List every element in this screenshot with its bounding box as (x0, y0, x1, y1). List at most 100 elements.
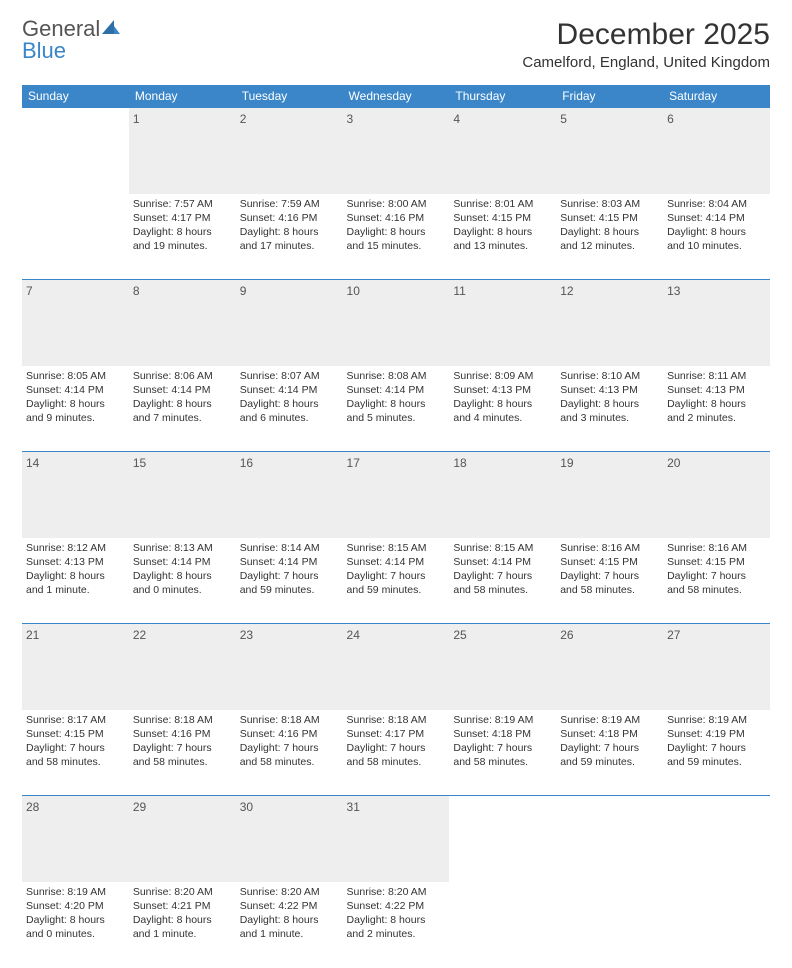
day-header: Friday (556, 85, 663, 108)
day-number: 25 (453, 628, 466, 642)
daynum-cell: 23 (236, 624, 343, 710)
daynum-cell: 9 (236, 280, 343, 366)
day-header: Saturday (663, 85, 770, 108)
sunrise-line: Sunrise: 8:05 AM (26, 369, 125, 383)
day-details (667, 884, 766, 885)
sunset-line: Sunset: 4:16 PM (240, 211, 339, 225)
day-cell (556, 882, 663, 968)
day-details: Sunrise: 8:00 AMSunset: 4:16 PMDaylight:… (347, 196, 446, 254)
sunrise-line: Sunrise: 8:01 AM (453, 197, 552, 211)
daynum-cell: . (449, 796, 556, 882)
daylight-line: Daylight: 7 hours and 59 minutes. (667, 741, 766, 769)
day-header: Thursday (449, 85, 556, 108)
daylight-line: Daylight: 8 hours and 1 minute. (26, 569, 125, 597)
daynum-cell: 4 (449, 108, 556, 194)
daynum-row: 14151617181920 (22, 452, 770, 538)
daynum-cell: 5 (556, 108, 663, 194)
daylight-line: Daylight: 8 hours and 12 minutes. (560, 225, 659, 253)
day-details: Sunrise: 8:13 AMSunset: 4:14 PMDaylight:… (133, 540, 232, 598)
day-details: Sunrise: 8:20 AMSunset: 4:21 PMDaylight:… (133, 884, 232, 942)
day-details (453, 884, 552, 885)
daynum-cell: 26 (556, 624, 663, 710)
day-cell: Sunrise: 8:08 AMSunset: 4:14 PMDaylight:… (343, 366, 450, 452)
day-details: Sunrise: 8:15 AMSunset: 4:14 PMDaylight:… (453, 540, 552, 598)
sunset-line: Sunset: 4:22 PM (347, 899, 446, 913)
day-details: Sunrise: 8:15 AMSunset: 4:14 PMDaylight:… (347, 540, 446, 598)
day-details: Sunrise: 7:57 AMSunset: 4:17 PMDaylight:… (133, 196, 232, 254)
sunrise-line: Sunrise: 8:00 AM (347, 197, 446, 211)
day-header: Wednesday (343, 85, 450, 108)
day-number: 8 (133, 284, 140, 298)
sunset-line: Sunset: 4:15 PM (560, 555, 659, 569)
sunset-line: Sunset: 4:14 PM (347, 383, 446, 397)
sunrise-line: Sunrise: 8:19 AM (560, 713, 659, 727)
week-row: Sunrise: 8:12 AMSunset: 4:13 PMDaylight:… (22, 538, 770, 624)
day-number: 15 (133, 456, 146, 470)
day-number: 3 (347, 112, 354, 126)
daynum-row: 21222324252627 (22, 624, 770, 710)
week-row: Sunrise: 8:19 AMSunset: 4:20 PMDaylight:… (22, 882, 770, 968)
sunrise-line: Sunrise: 8:07 AM (240, 369, 339, 383)
daynum-cell: 17 (343, 452, 450, 538)
day-details: Sunrise: 8:16 AMSunset: 4:15 PMDaylight:… (560, 540, 659, 598)
day-cell (663, 882, 770, 968)
daylight-line: Daylight: 8 hours and 1 minute. (133, 913, 232, 941)
day-details: Sunrise: 8:14 AMSunset: 4:14 PMDaylight:… (240, 540, 339, 598)
day-cell: Sunrise: 8:11 AMSunset: 4:13 PMDaylight:… (663, 366, 770, 452)
day-number: 18 (453, 456, 466, 470)
sunset-line: Sunset: 4:20 PM (26, 899, 125, 913)
day-cell: Sunrise: 8:18 AMSunset: 4:16 PMDaylight:… (236, 710, 343, 796)
day-number: 30 (240, 800, 253, 814)
day-details: Sunrise: 8:05 AMSunset: 4:14 PMDaylight:… (26, 368, 125, 426)
day-number: 20 (667, 456, 680, 470)
daynum-cell: 6 (663, 108, 770, 194)
day-cell: Sunrise: 8:06 AMSunset: 4:14 PMDaylight:… (129, 366, 236, 452)
daynum-cell: 28 (22, 796, 129, 882)
day-cell: Sunrise: 8:18 AMSunset: 4:17 PMDaylight:… (343, 710, 450, 796)
day-details: Sunrise: 8:10 AMSunset: 4:13 PMDaylight:… (560, 368, 659, 426)
sunset-line: Sunset: 4:14 PM (133, 555, 232, 569)
day-number: 12 (560, 284, 573, 298)
daylight-line: Daylight: 7 hours and 58 minutes. (133, 741, 232, 769)
sunset-line: Sunset: 4:15 PM (26, 727, 125, 741)
sunset-line: Sunset: 4:15 PM (560, 211, 659, 225)
daynum-cell: 11 (449, 280, 556, 366)
day-details: Sunrise: 8:12 AMSunset: 4:13 PMDaylight:… (26, 540, 125, 598)
location: Camelford, England, United Kingdom (522, 54, 770, 71)
day-number: 5 (560, 112, 567, 126)
day-number: 11 (453, 284, 465, 298)
day-details: Sunrise: 8:16 AMSunset: 4:15 PMDaylight:… (667, 540, 766, 598)
day-number: 19 (560, 456, 573, 470)
title-block: December 2025 Camelford, England, United… (522, 18, 770, 75)
sunrise-line: Sunrise: 8:16 AM (560, 541, 659, 555)
daynum-cell: 12 (556, 280, 663, 366)
day-number: 9 (240, 284, 247, 298)
daylight-line: Daylight: 8 hours and 13 minutes. (453, 225, 552, 253)
sunrise-line: Sunrise: 8:19 AM (667, 713, 766, 727)
daynum-cell: 10 (343, 280, 450, 366)
day-details: Sunrise: 8:01 AMSunset: 4:15 PMDaylight:… (453, 196, 552, 254)
day-number: 22 (133, 628, 146, 642)
day-cell: Sunrise: 8:19 AMSunset: 4:18 PMDaylight:… (556, 710, 663, 796)
daynum-cell: . (663, 796, 770, 882)
day-cell: Sunrise: 8:16 AMSunset: 4:15 PMDaylight:… (556, 538, 663, 624)
daynum-cell: 18 (449, 452, 556, 538)
sunset-line: Sunset: 4:14 PM (240, 555, 339, 569)
daylight-line: Daylight: 8 hours and 2 minutes. (667, 397, 766, 425)
daynum-cell: 20 (663, 452, 770, 538)
sunrise-line: Sunrise: 8:04 AM (667, 197, 766, 211)
daynum-cell: 7 (22, 280, 129, 366)
day-cell: Sunrise: 8:14 AMSunset: 4:14 PMDaylight:… (236, 538, 343, 624)
daynum-cell: . (556, 796, 663, 882)
daynum-row: 28293031... (22, 796, 770, 882)
sunset-line: Sunset: 4:13 PM (667, 383, 766, 397)
day-cell: Sunrise: 8:13 AMSunset: 4:14 PMDaylight:… (129, 538, 236, 624)
day-details: Sunrise: 8:18 AMSunset: 4:16 PMDaylight:… (240, 712, 339, 770)
day-number: 17 (347, 456, 360, 470)
day-header-row: Sunday Monday Tuesday Wednesday Thursday… (22, 85, 770, 108)
day-number: 7 (26, 284, 33, 298)
day-number: 23 (240, 628, 253, 642)
daylight-line: Daylight: 8 hours and 1 minute. (240, 913, 339, 941)
week-row: Sunrise: 8:17 AMSunset: 4:15 PMDaylight:… (22, 710, 770, 796)
daynum-cell: 25 (449, 624, 556, 710)
